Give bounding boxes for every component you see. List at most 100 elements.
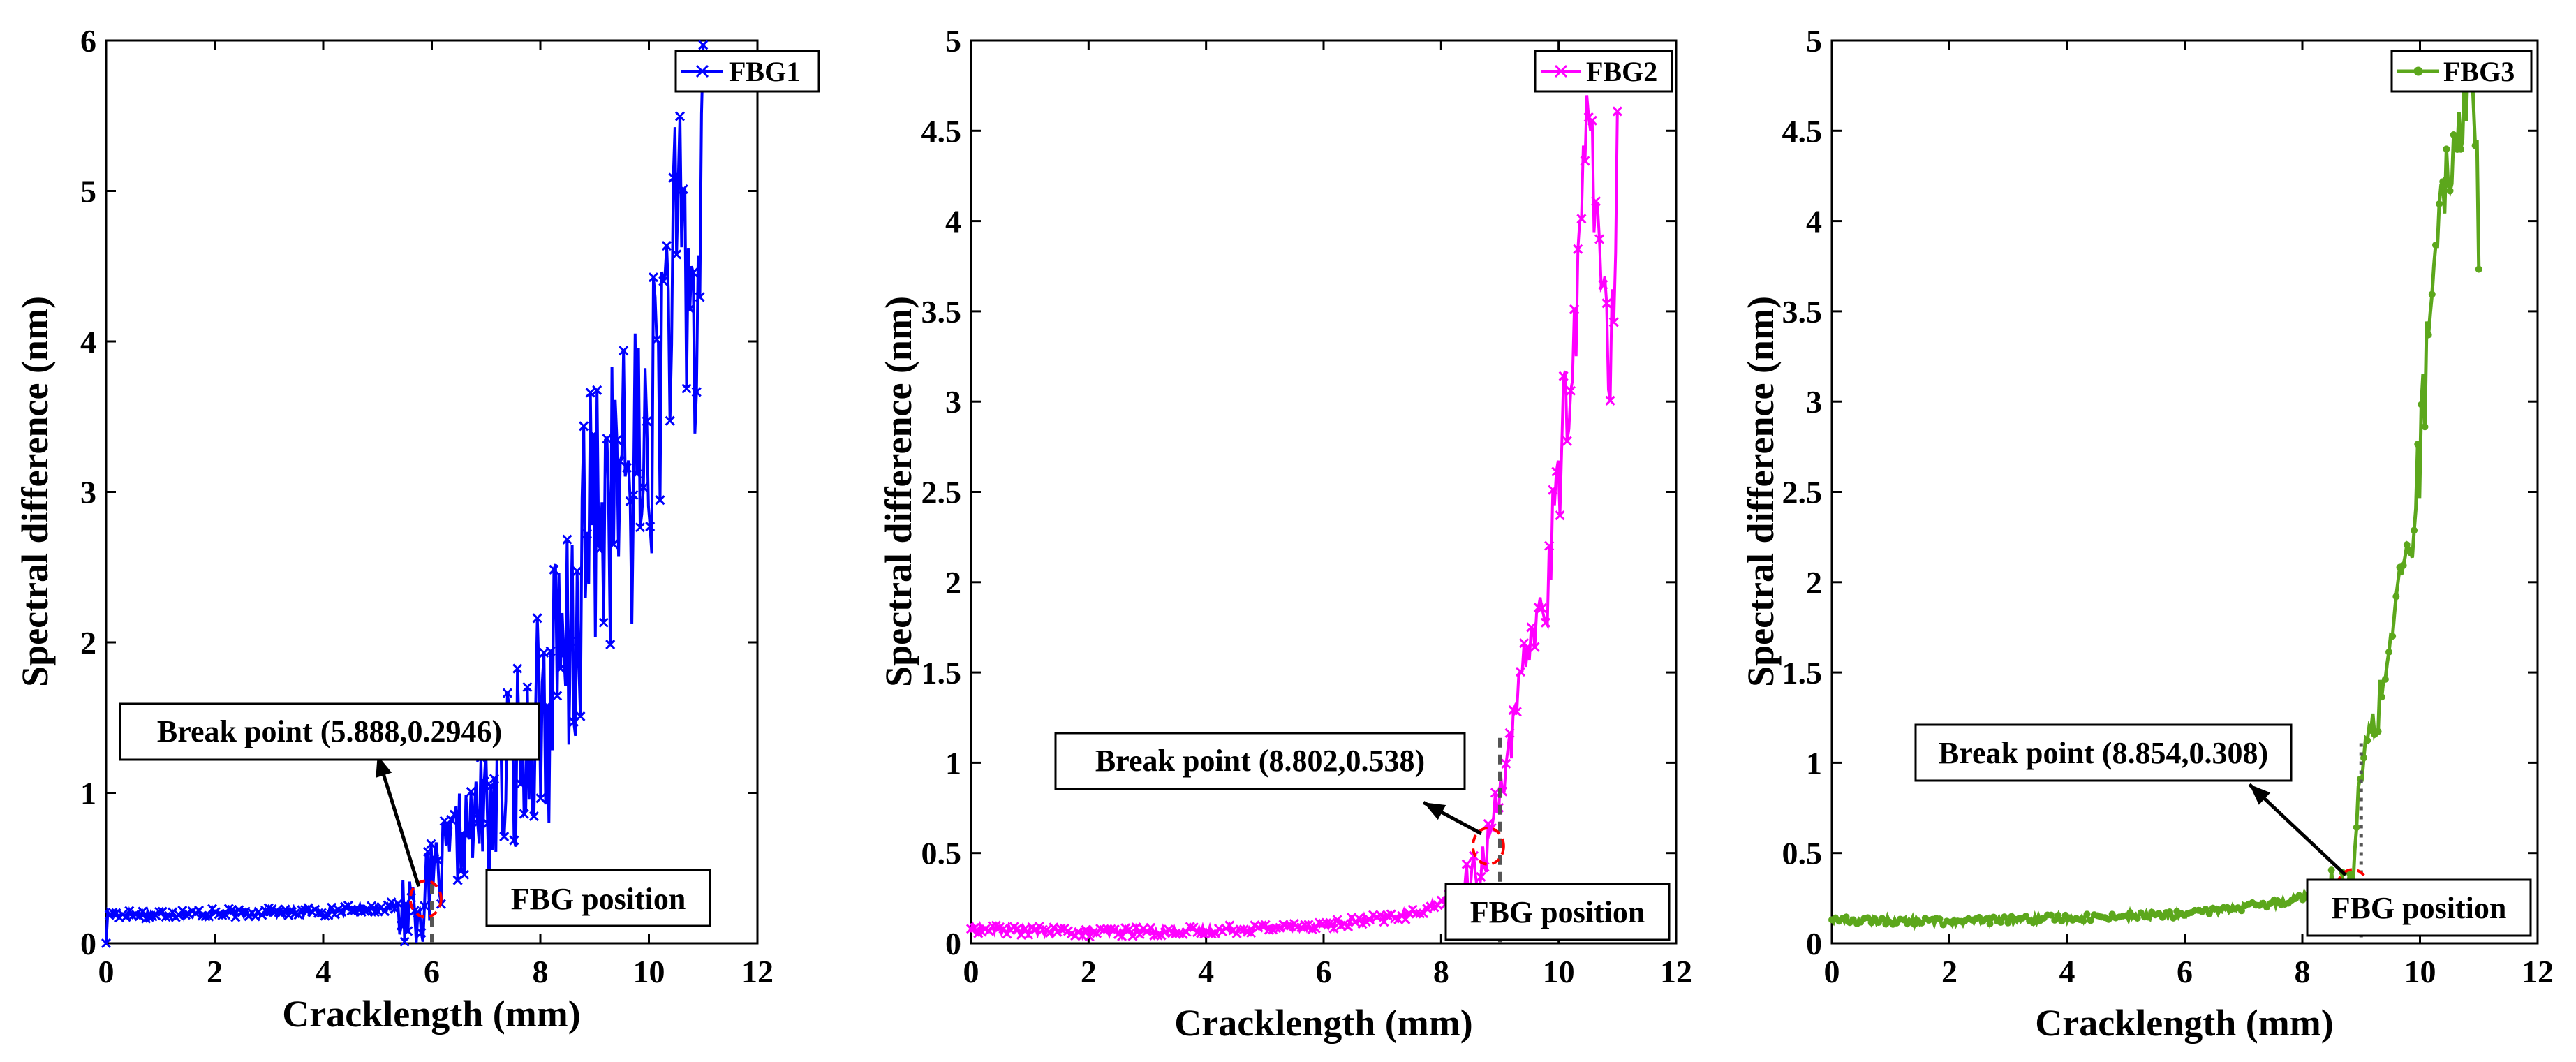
legend-label: FBG1 bbox=[729, 56, 800, 87]
x-tick-label: 8 bbox=[1433, 954, 1449, 989]
y-tick-label: 4.5 bbox=[921, 113, 962, 149]
tick-group: 0 2 4 6 8 10 12 0 0.5 1 1.5 2 2.5 3 3.5 4 4.5 5 bbox=[1782, 23, 2554, 989]
data-point bbox=[1612, 106, 1622, 117]
data-point bbox=[535, 793, 546, 804]
x-tick-label: 4 bbox=[316, 954, 332, 989]
y-tick-label: 2 bbox=[945, 565, 961, 600]
break-point-annotation: Break point (8.854,0.308) bbox=[1914, 723, 2293, 782]
y-tick-label: 0 bbox=[1806, 926, 1822, 961]
data-point bbox=[1601, 298, 1612, 309]
y-tick-label: 6 bbox=[80, 23, 96, 59]
data-point bbox=[532, 613, 542, 624]
data-point bbox=[1587, 115, 1597, 126]
x-tick-label: 0 bbox=[1824, 954, 1840, 989]
data-point bbox=[1476, 871, 1486, 883]
y-tick-label: 5 bbox=[945, 23, 961, 59]
data-point bbox=[320, 910, 330, 921]
data-point bbox=[1325, 917, 1335, 928]
data-point bbox=[1332, 915, 1342, 925]
data-point bbox=[2364, 737, 2371, 744]
data-point bbox=[2475, 265, 2482, 273]
x-axis-label: Cracklength (mm) bbox=[282, 993, 580, 1035]
data-point bbox=[628, 489, 639, 500]
data-point bbox=[1540, 617, 1551, 628]
data-point bbox=[645, 521, 656, 532]
data-point bbox=[124, 906, 135, 916]
data-point bbox=[512, 663, 523, 674]
break-point-label: Break point (5.888,0.2946) bbox=[157, 714, 502, 748]
data-point bbox=[101, 938, 112, 949]
data-point bbox=[2443, 145, 2450, 153]
data-point bbox=[2205, 910, 2213, 917]
data-point bbox=[449, 809, 459, 820]
legend-marker-glyph bbox=[2413, 66, 2423, 76]
data-point bbox=[2436, 200, 2443, 207]
data-point bbox=[1153, 930, 1163, 941]
data-point bbox=[552, 691, 563, 701]
legend-label: FBG3 bbox=[2443, 56, 2515, 87]
data-point bbox=[658, 276, 669, 286]
data-point bbox=[1879, 915, 1886, 922]
data-point bbox=[509, 835, 519, 846]
y-tick-label: 2.5 bbox=[921, 475, 962, 510]
data-point bbox=[486, 781, 496, 791]
fbg-position-label: FBG position bbox=[511, 882, 686, 916]
data-point bbox=[635, 522, 646, 533]
x-tick-label: 2 bbox=[1941, 954, 1957, 989]
data-point bbox=[2080, 917, 2087, 924]
tick-group: 0 2 4 6 8 10 12 0 0.5 1 1.5 2 2.5 3 3.5 4 4.5 5 bbox=[921, 23, 1693, 989]
data-point bbox=[1555, 510, 1565, 521]
data-point bbox=[274, 907, 284, 917]
data-point bbox=[1918, 919, 1925, 927]
chart-panel-fbg2: 0 2 4 6 8 10 12 0 0.5 1 1.5 2 2.5 3 3.5 4 4.5 5 Break poi… bbox=[878, 23, 1692, 1044]
data-point bbox=[2399, 561, 2407, 569]
data-point bbox=[661, 241, 672, 251]
data-point bbox=[369, 907, 380, 917]
legend: FBG1 bbox=[674, 50, 820, 93]
data-point bbox=[1020, 924, 1030, 934]
data-point bbox=[2381, 675, 2389, 683]
data-point bbox=[522, 681, 533, 693]
data-point bbox=[678, 184, 688, 195]
data-point bbox=[1414, 908, 1426, 919]
data-point bbox=[469, 809, 480, 820]
x-tick-label: 12 bbox=[1660, 954, 1692, 989]
data-point bbox=[572, 566, 582, 577]
data-point bbox=[602, 434, 612, 444]
data-point bbox=[1461, 859, 1472, 869]
data-point bbox=[549, 564, 559, 575]
y-tick-label: 2 bbox=[1806, 565, 1822, 600]
data-point bbox=[200, 911, 211, 922]
data-point bbox=[542, 700, 552, 711]
data-point bbox=[598, 617, 609, 628]
data-point bbox=[2389, 633, 2397, 640]
data-point bbox=[1558, 371, 1569, 381]
data-point bbox=[297, 905, 307, 915]
data-point bbox=[1257, 920, 1267, 931]
y-tick-label: 2.5 bbox=[1782, 475, 1823, 510]
data-point bbox=[1983, 915, 1990, 922]
y-tick-label: 5 bbox=[80, 174, 96, 209]
data-point bbox=[1056, 923, 1066, 934]
data-point bbox=[502, 688, 512, 698]
legend-marker bbox=[2413, 66, 2423, 76]
break-point-circle bbox=[1471, 826, 1505, 866]
x-tick-label: 8 bbox=[2295, 954, 2311, 989]
data-point bbox=[327, 902, 337, 913]
data-point bbox=[1580, 156, 1590, 166]
data-point bbox=[2145, 913, 2152, 921]
data-point bbox=[1343, 921, 1354, 932]
data-point bbox=[2048, 911, 2055, 919]
data-point bbox=[426, 839, 436, 849]
data-point bbox=[1605, 395, 1615, 406]
data-point bbox=[519, 809, 529, 819]
data-point bbox=[1081, 924, 1091, 935]
data-point bbox=[1206, 929, 1217, 939]
x-tick-label: 2 bbox=[1081, 954, 1097, 989]
data-point bbox=[2133, 915, 2141, 922]
data-point bbox=[180, 910, 191, 920]
y-tick-label: 0.5 bbox=[1782, 836, 1823, 871]
